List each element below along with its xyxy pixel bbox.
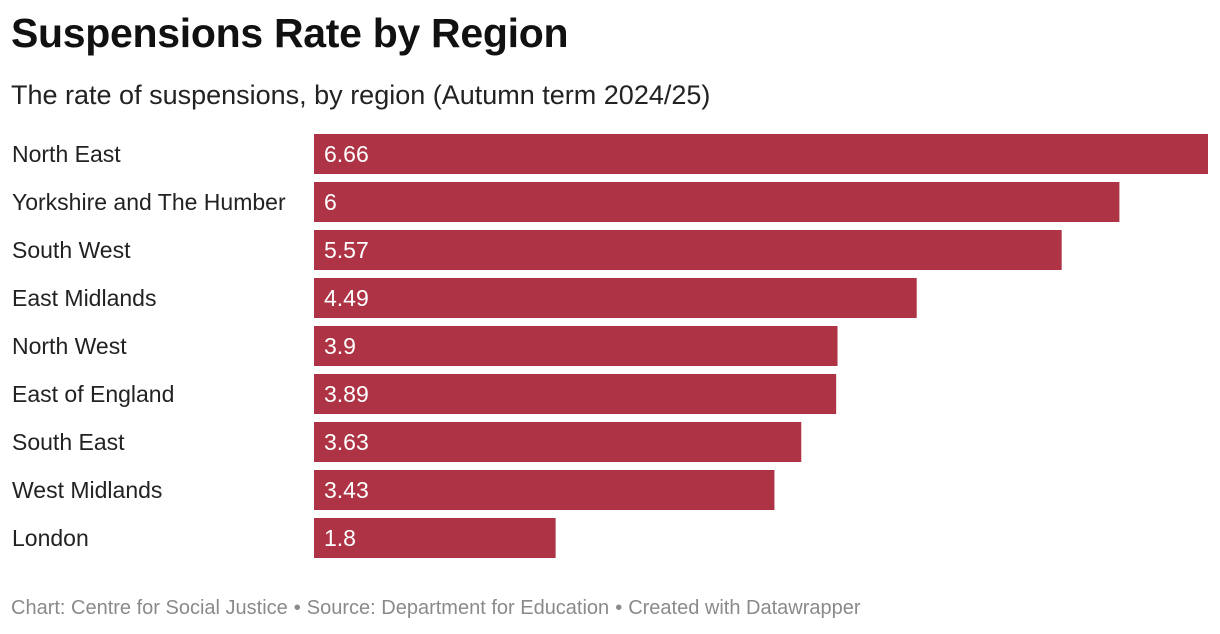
bar [314,326,838,366]
bar-row: North East 6.66 [12,134,1208,174]
chart-title: Suspensions Rate by Region [11,10,569,56]
bar-value-label: 3.89 [324,381,369,407]
category-label: North East [12,141,121,167]
category-label: West Midlands [12,477,162,503]
category-label: East of England [12,381,174,407]
bar [314,374,837,414]
bar-row: South East 3.63 [12,422,802,462]
bar-row: West Midlands 3.43 [12,470,775,510]
bar-row: North West 3.9 [12,326,838,366]
category-label: Yorkshire and The Humber [12,189,286,215]
bar-row: London 1.8 [12,518,556,558]
bar-value-label: 5.57 [324,237,369,263]
category-label: London [12,525,89,551]
bar [314,182,1120,222]
bar [314,134,1208,174]
category-label: East Midlands [12,285,156,311]
bar [314,278,917,318]
bar-value-label: 3.63 [324,429,369,455]
bar-row: South West 5.57 [12,230,1062,270]
category-label: South East [12,429,125,455]
bar-row: East Midlands 4.49 [12,278,917,318]
bar [314,422,802,462]
bar-value-label: 4.49 [324,285,369,311]
bar [314,518,556,558]
chart-source: Source: Department for Education [306,597,610,619]
bar-value-label: 1.8 [324,525,356,551]
category-label: South West [12,237,131,263]
chart-credit: Chart: Centre for Social Justice [11,597,288,619]
bar-row: East of England 3.89 [12,374,837,414]
bar [314,230,1062,270]
bar-row: Yorkshire and The Humber 6 [12,182,1120,222]
category-label: North West [12,333,127,359]
footer-separator: • [293,597,301,619]
bar-chart: North East 6.66 Yorkshire and The Humber 6 S… [12,134,1208,558]
bar-value-label: 6 [324,189,337,215]
bar-value-label: 3.9 [324,333,356,359]
bar-value-label: 3.43 [324,477,369,503]
chart-footer: Chart: Centre for Social Justice • Source:… [11,597,861,620]
chart-subtitle: The rate of suspensions, by region (Autu… [11,80,711,110]
created-with-credit: Created with Datawrapper [628,597,861,619]
bar-value-label: 6.66 [324,141,369,167]
footer-separator: • [615,597,623,619]
bar [314,470,775,510]
